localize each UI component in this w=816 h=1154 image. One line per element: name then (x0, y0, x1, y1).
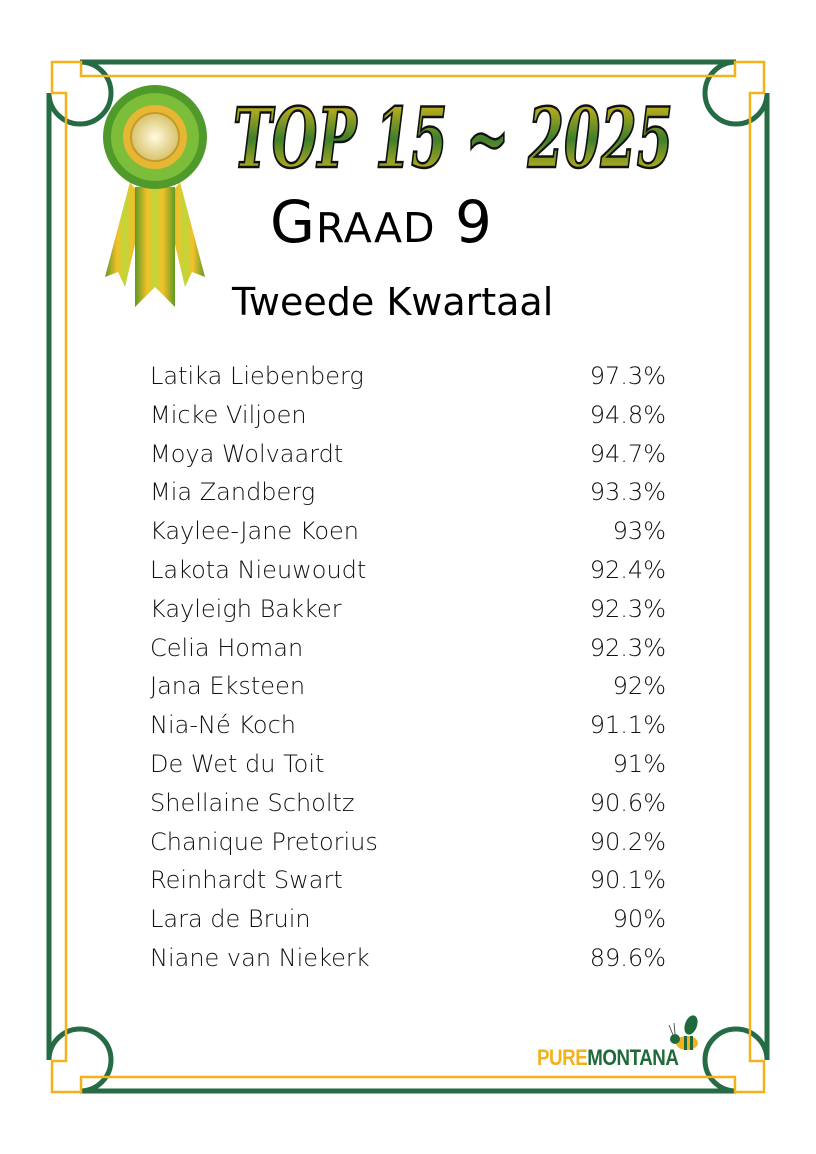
logo-montana: MONTANA (587, 1045, 679, 1070)
student-score: 90.1% (589, 866, 666, 895)
student-score: 94.8% (589, 400, 666, 429)
student-name: Nia-Né Koch (150, 711, 296, 740)
list-item: Kayleigh Bakker 92.3% (150, 591, 666, 630)
bee-icon (668, 1015, 698, 1050)
ranking-list: Latika Liebenberg 97.3% Micke Viljoen 94.8%… (150, 358, 666, 979)
student-name: Micke Viljoen (150, 400, 307, 429)
student-name: Mia Zandberg (150, 478, 316, 507)
student-name: Kayleigh Bakker (150, 594, 342, 623)
student-name: Latika Liebenberg (150, 362, 364, 390)
student-name: Niane van Niekerk (150, 943, 370, 972)
list-item: Reinhardt Swart 90.1% (150, 862, 666, 901)
student-score: 91.1% (589, 711, 666, 740)
student-name: De Wet du Toit (150, 749, 325, 778)
list-item: Chanique Pretorius 90.2% (150, 824, 666, 863)
list-item: Lakota Nieuwoudt 92.4% (150, 552, 666, 591)
list-item: Niane van Niekerk 89.6% (150, 940, 666, 979)
student-name: Celia Homan (150, 633, 304, 662)
student-score: 92.3% (589, 594, 666, 623)
student-name: Moya Wolvaardt (150, 439, 344, 468)
student-score: 93% (612, 517, 666, 546)
list-item: Nia-Né Koch 91.1% (150, 707, 666, 746)
student-name: Chanique Pretorius (150, 827, 378, 856)
student-name: Jana Eksteen (150, 672, 306, 701)
title-banner: TOP 15 ~ 2025 (232, 90, 675, 189)
list-item: Moya Wolvaardt 94.7% (150, 436, 666, 475)
student-score: 94.7% (589, 439, 666, 468)
list-item: Shellaine Scholtz 90.6% (150, 785, 666, 824)
student-name: Shellaine Scholtz (150, 788, 355, 817)
student-name: Lakota Nieuwoudt (150, 555, 367, 584)
rosette-ribbon-icon (103, 85, 207, 307)
student-name: Kaylee-Jane Koen (150, 517, 360, 546)
student-score: 90% (612, 905, 666, 934)
student-score: 89.6% (589, 943, 666, 972)
student-score: 92.4% (589, 555, 666, 584)
list-item: Lara de Bruin 90% (150, 901, 666, 940)
student-score: 92.3% (589, 633, 666, 662)
list-item: Celia Homan 92.3% (150, 630, 666, 669)
term-heading: Tweede Kwartaal (232, 280, 554, 324)
list-item: Jana Eksteen 92% (150, 668, 666, 707)
logo-pure: PURE (537, 1045, 588, 1070)
title: TOP 15 ~ 2025 (233, 91, 673, 187)
student-score: 90.2% (589, 827, 666, 856)
student-score: 97.3% (589, 362, 666, 390)
student-name: Lara de Bruin (150, 905, 311, 934)
list-item: Latika Liebenberg 97.3% (150, 358, 666, 397)
list-item: Kaylee-Jane Koen 93% (150, 513, 666, 552)
student-score: 92% (612, 672, 666, 701)
puremontana-logo: PUREMONTANA (537, 1015, 698, 1075)
student-name: Reinhardt Swart (150, 866, 343, 895)
list-item: Micke Viljoen 94.8% (150, 397, 666, 436)
list-item: De Wet du Toit 91% (150, 746, 666, 785)
student-score: 91% (612, 749, 666, 778)
grade-heading: Graad 9 (270, 188, 493, 256)
list-item: Mia Zandberg 93.3% (150, 474, 666, 513)
student-score: 93.3% (589, 478, 666, 507)
student-score: 90.6% (589, 788, 666, 817)
